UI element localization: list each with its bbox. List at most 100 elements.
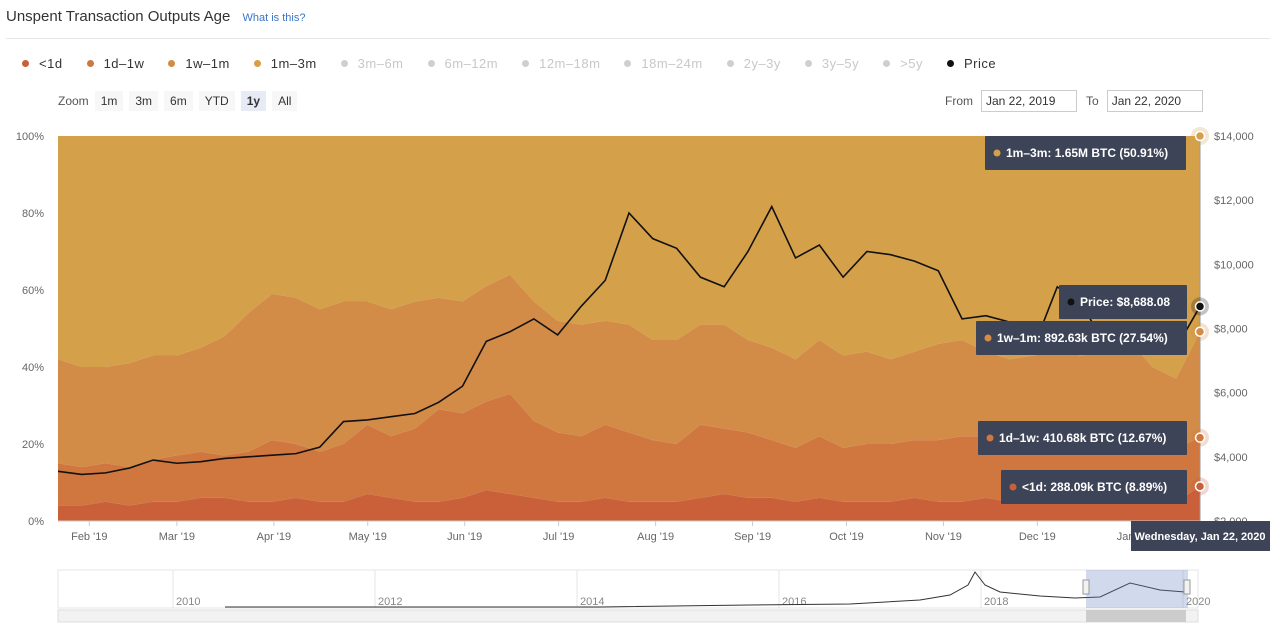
navigator-scrollbar-track[interactable] [57,609,1199,623]
y-left-tick-label: 40% [22,362,44,374]
zoom-controls: Zoom 1m 3m 6m YTD 1y All [58,91,303,111]
y-left-tick-label: 80% [22,208,44,220]
zoom-button-ytd[interactable]: YTD [198,91,235,111]
y-left-tick-label: 0% [28,516,44,528]
navigator-year-label: 2014 [580,596,604,608]
navigator-year-label: 2016 [782,596,806,608]
legend-item-2[interactable]: 1w–1m [168,56,229,71]
legend-dot-icon [22,60,29,67]
navigator-selection[interactable] [1086,570,1188,608]
legend-dot-icon [726,60,734,67]
x-tick-label: Sep '19 [734,531,771,543]
x-tick-label: Dec '19 [1019,531,1056,543]
legend-label: 12m–18m [539,56,601,71]
y-right-tick-label: $14,000 [1214,131,1254,143]
legend-item-10[interactable]: >5y [883,56,923,71]
chart-title-text: Unspent Transaction Outputs Age [6,8,231,25]
legend-item-8[interactable]: 2y–3y [726,56,781,71]
y-right-tick-label: $12,000 [1214,195,1254,207]
header-divider [6,38,1270,39]
x-tick-label: Jul '19 [543,531,574,543]
legend-item-1[interactable]: 1d–1w [86,56,145,71]
hover-point-1m–3m [1194,130,1206,142]
crosshair-date-box [1131,521,1270,551]
navigator-year-label: 2020 [1186,596,1210,608]
legend-dot-icon [427,60,435,67]
zoom-button-1y[interactable]: 1y [240,91,267,111]
y-left-tick-label: 60% [22,285,44,297]
legend-dot-icon [253,60,261,67]
zoom-label: Zoom [58,94,89,108]
range-from: From [945,90,1077,112]
hover-point-1d–1w [1194,432,1206,443]
x-tick-label: Jun '19 [447,531,482,543]
area-series-1w–1m [58,274,1200,468]
x-tick-label: Apr '19 [257,531,292,543]
navigator-left-handle[interactable] [1082,579,1090,595]
legend-dot-icon [946,60,954,67]
legend-label: 3y–5y [821,56,860,71]
hover-point-<1d [1194,481,1206,492]
tooltip-dot-icon [1009,483,1017,491]
tooltip-text: 1d–1w: 410.68k BTC (12.67%) [999,431,1166,445]
legend-label: 6m–12m [444,56,499,71]
navigator-year-label: 2010 [176,596,200,608]
legend-dot-icon [340,60,348,67]
y-right-tick-label: $6,000 [1214,388,1248,400]
legend-label: 18m–24m [641,56,703,71]
legend-item-3[interactable]: 1m–3m [253,56,317,71]
area-series-1m–3m [58,136,1200,379]
chart-title: Unspent Transaction Outputs Age What is … [6,8,305,25]
tooltip-box [1001,470,1187,504]
x-tick-label: Aug '19 [637,531,674,543]
range-from-input[interactable] [981,90,1077,112]
tooltip-text: 1w–1m: 892.63k BTC (27.54%) [997,331,1168,345]
x-tick-label: May '19 [349,531,387,543]
hover-point-1w–1m [1194,326,1206,338]
legend-label: 2y–3y [743,56,781,71]
zoom-button-1m[interactable]: 1m [94,91,124,111]
zoom-button-6m[interactable]: 6m [164,91,193,111]
navigator-series-line [225,571,1186,608]
legend-item-11[interactable]: Price [946,56,997,71]
y-left-tick-label: 100% [16,131,44,143]
y-right-tick-label: $8,000 [1214,324,1248,336]
tooltip-dot-icon [993,149,1001,157]
tooltip-text: 1m–3m: 1.65M BTC (50.91%) [1006,146,1168,160]
tooltip-box [1059,285,1187,319]
navigator-year-label: 2018 [984,596,1008,608]
legend-label: 1m–3m [270,56,317,71]
legend-dot-icon [522,60,530,67]
tooltip-box [985,136,1186,170]
x-tick-label: Oct '19 [829,531,864,543]
legend-dot-icon [624,60,632,67]
navigator-right-handle[interactable] [1183,579,1191,595]
hover-point-Price [1194,301,1206,312]
legend-item-0[interactable]: <1d [22,56,63,71]
navigator-scrollbar-thumb[interactable] [1086,610,1186,622]
help-link[interactable]: What is this? [242,12,306,24]
x-tick-label: Feb '19 [71,531,107,543]
area-series-1d–1w [58,393,1200,506]
zoom-button-3m[interactable]: 3m [129,91,159,111]
legend-item-6[interactable]: 12m–18m [522,56,600,71]
legend-dot-icon [804,60,812,67]
legend-item-7[interactable]: 18m–24m [624,56,702,71]
tooltip-box [978,421,1187,455]
legend-label: 3m–6m [357,56,404,71]
range-to-label: To [1086,94,1099,108]
x-tick-label: Mar '19 [159,531,195,543]
legend-item-5[interactable]: 6m–12m [427,56,499,71]
zoom-button-all[interactable]: All [272,91,298,111]
legend-label: Price [963,56,997,71]
navigator [57,569,1199,609]
legend-item-9[interactable]: 3y–5y [804,56,860,71]
legend-label: <1d [39,56,63,71]
range-to-input[interactable] [1106,90,1203,112]
tooltip-box [976,321,1187,355]
legend-label: >5y [900,56,923,71]
navigator-year-label: 2012 [378,596,402,608]
legend-item-4[interactable]: 3m–6m [340,56,404,71]
tooltip-text: <1d: 288.09k BTC (8.89%) [1022,480,1167,494]
